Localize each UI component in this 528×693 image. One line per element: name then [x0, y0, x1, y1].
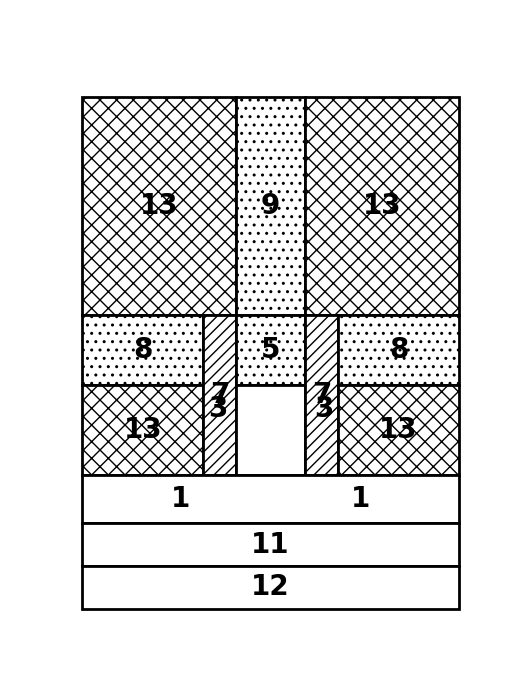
Bar — [305, 96, 459, 315]
Text: 13: 13 — [140, 192, 178, 220]
Text: 8: 8 — [389, 336, 408, 364]
Bar — [338, 315, 459, 385]
Text: 3: 3 — [314, 394, 334, 423]
Text: 9: 9 — [261, 192, 280, 220]
Text: 3: 3 — [208, 394, 227, 423]
Text: 12: 12 — [251, 573, 290, 602]
Text: 5: 5 — [261, 336, 280, 364]
Bar — [236, 315, 305, 385]
Text: 13: 13 — [363, 192, 401, 220]
Bar — [82, 523, 459, 566]
Bar — [82, 385, 203, 475]
Bar — [82, 475, 459, 523]
Bar — [338, 385, 459, 475]
Bar — [82, 566, 459, 608]
Text: 13: 13 — [379, 416, 418, 444]
Bar — [236, 385, 305, 475]
Bar — [305, 315, 338, 475]
Text: 8: 8 — [133, 336, 153, 364]
Bar — [82, 96, 236, 315]
Bar — [82, 315, 203, 385]
Text: 1: 1 — [351, 485, 370, 514]
Text: 1: 1 — [171, 485, 190, 514]
Text: 7: 7 — [210, 381, 229, 410]
Text: 11: 11 — [251, 531, 290, 559]
Text: 13: 13 — [124, 416, 162, 444]
Bar — [203, 315, 236, 475]
Bar — [236, 96, 305, 315]
Text: 7: 7 — [312, 381, 332, 410]
